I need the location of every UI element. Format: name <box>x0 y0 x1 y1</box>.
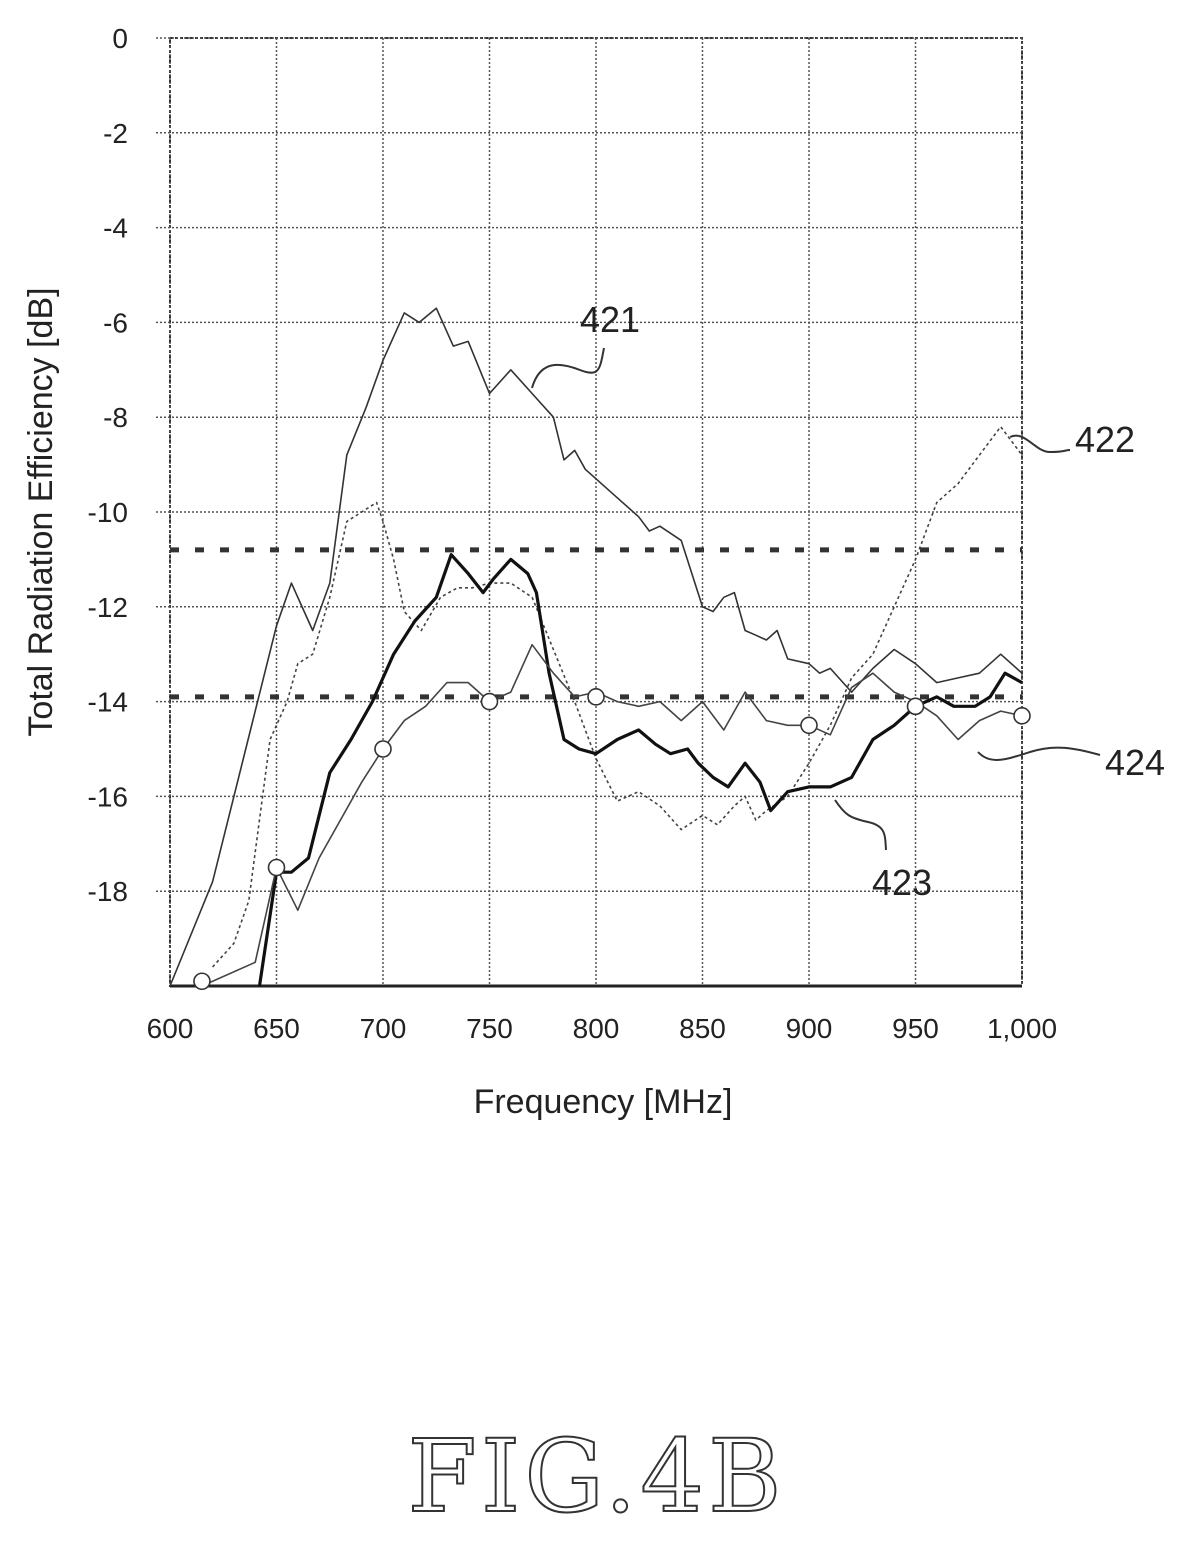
leader-line-422 <box>1009 434 1071 454</box>
y-tick-label: -4 <box>103 213 128 244</box>
x-tick-label: 850 <box>679 1013 726 1044</box>
y-tick-label: -8 <box>103 402 128 433</box>
series-label-424: 424 <box>1105 742 1165 783</box>
y-axis-title: Total Radiation Efficiency [dB] <box>22 287 60 736</box>
x-tick-label: 950 <box>892 1013 939 1044</box>
leader-line-424 <box>977 746 1101 761</box>
reference-leaders: 421 422 423 424 <box>531 299 1165 903</box>
x-tick-label: 750 <box>466 1013 513 1044</box>
series-line-421 <box>169 307 1023 987</box>
series-marker-424 <box>267 858 286 877</box>
series-marker-424 <box>587 688 605 706</box>
y-tick-label: -6 <box>103 307 128 338</box>
x-tick-label: 900 <box>786 1013 833 1044</box>
y-tick-label: 0 <box>112 23 128 54</box>
grid <box>156 37 1023 988</box>
leader-line-421 <box>531 347 605 389</box>
y-tick-label: -16 <box>88 781 128 812</box>
tick-labels: 600 650 700 750 800 850 900 950 1,000 0 -2 -4 -6 -8 -1… <box>88 23 1058 1044</box>
x-tick-label: 600 <box>147 1013 194 1044</box>
series-marker-424 <box>374 740 392 758</box>
y-tick-label: -18 <box>88 876 128 907</box>
series-label-423: 423 <box>872 862 932 903</box>
y-tick-label: -12 <box>88 592 128 623</box>
figure-label: FIG.4B <box>406 1417 786 1536</box>
x-tick-label: 650 <box>253 1013 300 1044</box>
series-marker-424 <box>800 716 818 735</box>
x-tick-label: 1,000 <box>987 1013 1057 1044</box>
series-marker-424 <box>480 692 499 711</box>
series-marker-424 <box>193 972 211 991</box>
series-layer <box>169 307 1031 991</box>
y-tick-label: -14 <box>88 687 128 718</box>
series-line-422 <box>212 425 1023 968</box>
series-line-423 <box>257 553 1023 987</box>
series-label-421: 421 <box>580 299 640 340</box>
series-label-422: 422 <box>1075 419 1135 460</box>
series-marker-424 <box>1013 707 1031 725</box>
y-tick-label: -2 <box>103 118 128 149</box>
x-axis-title: Frequency [MHz] <box>474 1083 733 1121</box>
x-tick-label: 800 <box>573 1013 620 1044</box>
y-tick-label: -10 <box>88 497 128 528</box>
leader-line-423 <box>834 799 887 851</box>
x-tick-label: 700 <box>360 1013 407 1044</box>
series-marker-424 <box>906 697 925 716</box>
efficiency-chart: 600 650 700 750 800 850 900 950 1,000 0 -2 -4 -6 -8 -1… <box>22 23 1165 1121</box>
series-line-424 <box>201 643 1023 987</box>
